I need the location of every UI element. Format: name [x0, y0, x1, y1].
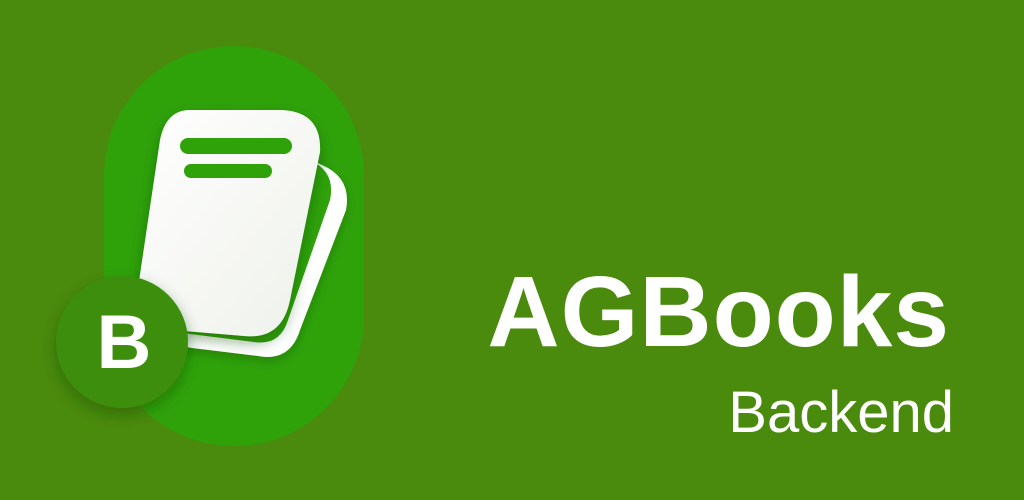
- app-subtitle: Backend: [728, 380, 954, 445]
- book-line-1: [180, 138, 292, 154]
- book-logo-icon: B: [56, 46, 364, 446]
- book-line-2: [184, 164, 272, 178]
- app-title: AGBooks: [487, 256, 950, 368]
- book-front-page: [137, 110, 321, 337]
- badge-letter: B: [97, 300, 152, 385]
- letter-badge-icon: B: [56, 276, 188, 408]
